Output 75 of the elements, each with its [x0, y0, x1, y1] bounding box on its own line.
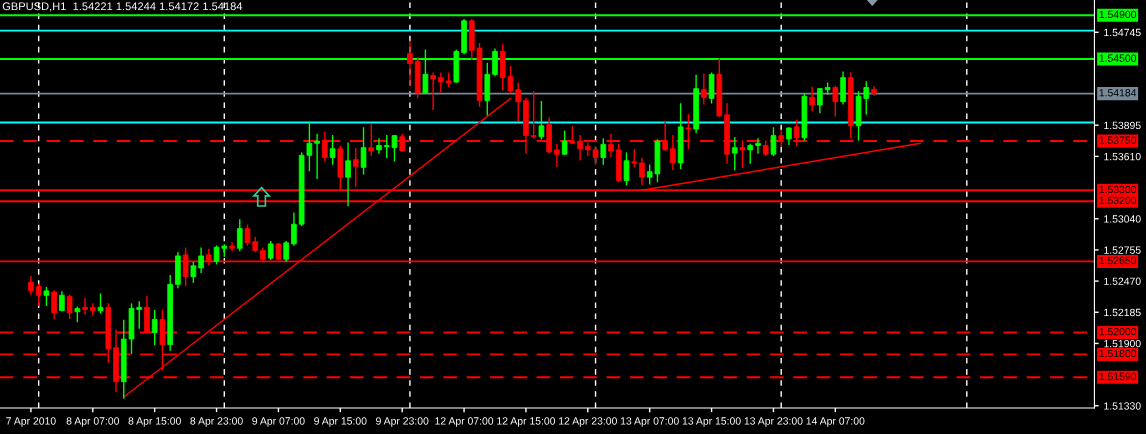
y-tick-label: 1.51900 — [1104, 339, 1141, 348]
ref-line-label: 1.53750 — [1099, 136, 1137, 144]
x-tick-label: 9 Apr 23:00 — [376, 417, 429, 427]
candlestick — [670, 134, 676, 171]
candlestick — [291, 212, 297, 246]
candlestick — [407, 40, 413, 87]
candlestick — [314, 133, 320, 179]
candlestick — [229, 242, 235, 252]
candlestick — [360, 127, 367, 175]
y-tick-label: 1.53610 — [1104, 152, 1141, 161]
y-tick-label: 1.53040 — [1104, 215, 1141, 223]
candlestick — [770, 127, 777, 157]
candlestick — [66, 294, 73, 319]
candlestick — [747, 143, 754, 164]
candlestick — [530, 91, 537, 139]
candlestick — [731, 137, 738, 171]
x-tick-label: 9 Apr 07:00 — [252, 417, 305, 427]
ref-line-label: 1.51800 — [1099, 349, 1137, 358]
candlestick — [430, 72, 436, 111]
candlestick — [438, 72, 444, 93]
y-tick-label: 1.51330 — [1104, 402, 1141, 410]
candlestick — [376, 138, 382, 154]
x-tick-label: 9 Apr 15:00 — [314, 417, 367, 427]
x-tick-label: 12 Apr 23:00 — [559, 417, 617, 427]
x-tick-label: 12 Apr 07:00 — [435, 417, 494, 427]
candlestick — [97, 293, 104, 314]
ref-line-label: 1.52650 — [1099, 256, 1137, 265]
candlestick — [329, 134, 336, 165]
candlestick — [35, 283, 42, 306]
candlestick — [51, 290, 57, 319]
candlestick — [561, 130, 568, 155]
candlestick — [817, 87, 823, 114]
candlestick — [871, 86, 877, 96]
candlestick — [82, 297, 88, 315]
candlestick — [283, 241, 289, 263]
candlestick — [554, 143, 560, 167]
candlestick — [538, 101, 545, 140]
candlestick — [59, 291, 65, 312]
candlestick — [198, 247, 204, 274]
candlestick — [809, 86, 815, 112]
y-tick-label: 1.53895 — [1104, 121, 1141, 130]
candlestick — [345, 142, 351, 207]
x-tick-label: 8 Apr 23:00 — [190, 417, 243, 427]
x-tick-label: 14 Apr 07:00 — [806, 417, 865, 427]
chart-title: GBPUSD,H1 1.54221 1.54244 1.54172 1.54184 — [2, 2, 243, 12]
candlestick — [236, 219, 243, 252]
x-tick-label: 13 Apr 23:00 — [744, 417, 803, 427]
candlestick — [151, 309, 158, 346]
candlestick — [739, 140, 746, 169]
ref-line-label: 1.54900 — [1099, 10, 1137, 19]
ref-line-label: 1.52000 — [1099, 327, 1137, 336]
x-tick-label: 8 Apr 15:00 — [128, 417, 181, 427]
x-tick-label: 13 Apr 07:00 — [620, 417, 679, 427]
x-tick-label: 8 Apr 07:00 — [66, 417, 120, 427]
candlestick — [600, 138, 607, 165]
candlestick — [90, 303, 96, 316]
x-tick-label: 13 Apr 15:00 — [682, 417, 741, 427]
candlestick — [352, 148, 359, 187]
x-tick-label: 12 Apr 15:00 — [497, 417, 556, 427]
ref-line-label: 1.54500 — [1099, 54, 1137, 62]
candlestick — [832, 85, 839, 117]
candlestick — [639, 157, 645, 186]
ref-line-label: 1.51590 — [1099, 372, 1137, 381]
candlestick — [623, 152, 630, 186]
candlestick — [701, 73, 707, 105]
ref-line-label: 1.53200 — [1099, 196, 1137, 205]
y-tick-label: 1.52755 — [1104, 246, 1141, 254]
ref-line-label: 1.54184 — [1099, 89, 1137, 97]
candlestick — [190, 261, 197, 283]
y-tick-label: 1.52470 — [1104, 277, 1141, 285]
y-tick-label: 1.54745 — [1104, 28, 1141, 37]
candlestick — [755, 138, 761, 154]
ref-line-label: 1.53300 — [1099, 185, 1137, 194]
y-tick-label: 1.52185 — [1104, 308, 1141, 317]
x-tick-label: 7 Apr 2010 — [6, 417, 56, 427]
